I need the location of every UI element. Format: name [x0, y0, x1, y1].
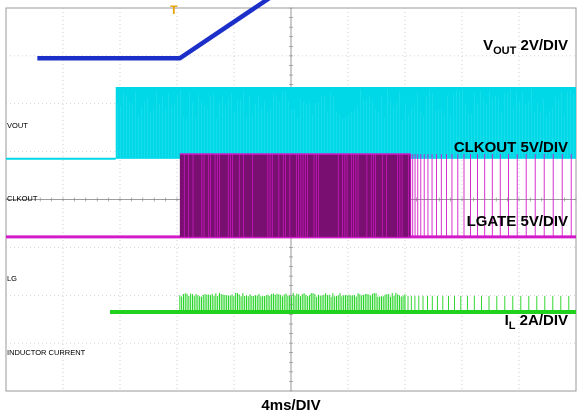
il-trace [110, 292, 576, 315]
time-scale-label: 4ms/DIV [261, 397, 320, 414]
clkout-channel-marker: CLKOUT [7, 194, 38, 203]
lgate-scale-label: LGATE 5V/DIV [467, 213, 568, 230]
trace-labels: VOUT 2V/DIV VOUT CLKOUT 5V/DIV CLKOUT LGATE … [7, 37, 568, 357]
il-channel-marker: INDUCTOR CURRENT [7, 348, 86, 357]
trigger-marker: T [170, 3, 178, 17]
vout-scale-label: VOUT 2V/DIV [483, 37, 568, 57]
lgate-dense-band [179, 154, 411, 237]
vout-line [37, 0, 271, 61]
il-scale-label: IL 2A/DIV [505, 312, 568, 332]
traces [6, 0, 576, 315]
vout-channel-marker: VOUT [7, 121, 28, 130]
clkout-scale-label: CLKOUT 5V/DIV [454, 139, 568, 156]
clkout-trace [6, 86, 576, 160]
lgate-trace [6, 153, 576, 239]
vout-trace [37, 0, 271, 61]
lgate-channel-marker: LG [7, 274, 17, 283]
